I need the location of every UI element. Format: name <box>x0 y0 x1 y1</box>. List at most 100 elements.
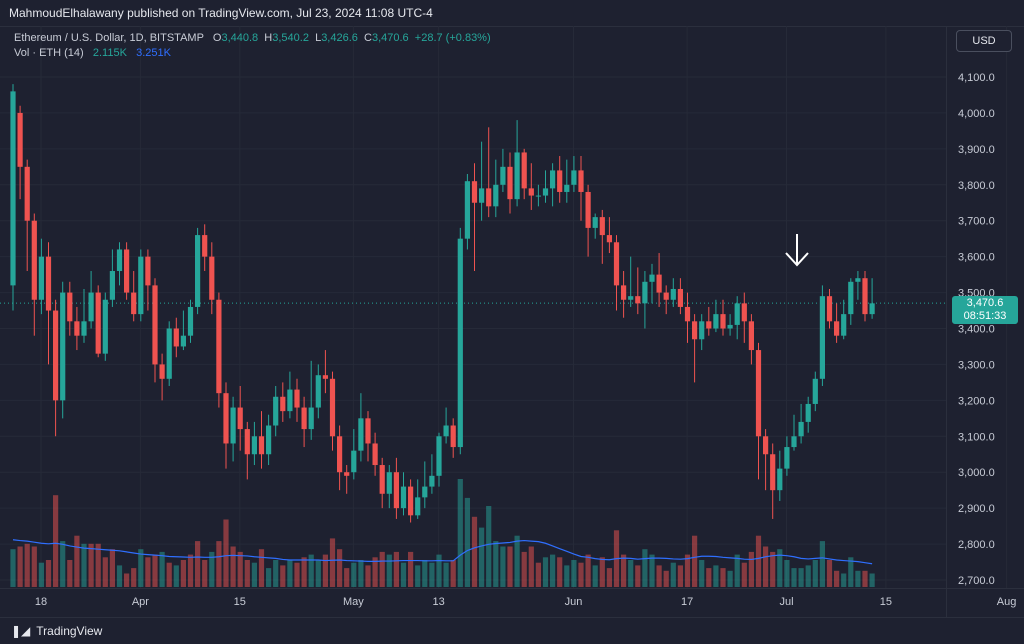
currency-button[interactable]: USD <box>956 30 1012 52</box>
volume-bar <box>258 549 265 587</box>
volume-bar <box>294 562 300 587</box>
candle <box>223 382 229 469</box>
volume-bar <box>372 557 378 587</box>
candle <box>53 299 59 437</box>
top-bar: MahmoudElhalawany published on TradingVi… <box>0 0 1024 27</box>
ohlc-row: Ethereum / U.S. Dollar, 1D, BITSTAMP O 3,… <box>14 31 491 46</box>
volume-bar <box>826 560 833 587</box>
volume-bar <box>699 560 705 587</box>
candle <box>592 213 598 239</box>
volume-bar <box>542 557 549 587</box>
candle <box>408 479 414 523</box>
open-label: O <box>212 32 222 44</box>
down-arrow-annotation[interactable] <box>785 234 809 267</box>
candle <box>656 253 662 307</box>
time-tick-label: 17 <box>681 596 693 608</box>
candle <box>322 350 328 394</box>
candle <box>429 454 435 494</box>
candle <box>613 235 620 311</box>
chart-area[interactable]: 4,100.0 4,000.0 3,900.0 3,800.0 3,700.0 3,600… <box>0 26 1024 617</box>
time-tick-label: 13 <box>432 596 444 608</box>
price-chart[interactable]: 4,100.0 4,000.0 3,900.0 3,800.0 3,700.0 3,600… <box>0 26 1024 617</box>
candle <box>10 84 16 311</box>
price-tick-label: 3,600.0 <box>958 252 995 264</box>
candle <box>791 414 797 451</box>
footer-bar: ❚◢ TradingView <box>0 617 1024 644</box>
candle <box>415 479 421 519</box>
candle <box>635 267 641 315</box>
candle <box>216 292 222 408</box>
volume-bar <box>379 551 385 587</box>
volume-bar <box>116 565 123 587</box>
candle <box>500 148 506 192</box>
chart-legend: Ethereum / U.S. Dollar, 1D, BITSTAMP O 3,… <box>14 31 491 61</box>
candle <box>677 278 683 315</box>
volume-bar <box>812 560 818 587</box>
volume-bar <box>209 551 215 587</box>
volume-bar <box>514 535 520 587</box>
brand-name: TradingView <box>36 624 103 638</box>
candle <box>244 421 250 480</box>
volume-bar <box>31 546 37 587</box>
candle <box>784 436 790 476</box>
volume-bar <box>500 546 506 587</box>
volume-bar <box>223 519 229 587</box>
candle <box>372 432 378 476</box>
low-value: 3,426.6 <box>321 32 358 44</box>
volume-bar <box>471 516 478 587</box>
candle <box>642 271 648 329</box>
price-tick-label: 2,900.0 <box>958 503 995 515</box>
volume-bar <box>862 570 868 587</box>
time-axis[interactable]: 18 Apr 15 May 13 Jun 17 Jul 15 Aug <box>35 596 1017 608</box>
volume-bar <box>166 562 172 587</box>
candle <box>400 472 407 516</box>
volume-bar <box>145 557 151 587</box>
volume-bar <box>329 538 336 587</box>
time-tick-label: Jul <box>779 596 793 608</box>
candle <box>173 317 179 358</box>
price-axis[interactable]: 4,100.0 4,000.0 3,900.0 3,800.0 3,700.0 3,600… <box>958 72 995 587</box>
volume-bar <box>763 546 769 587</box>
volume-bar <box>81 543 87 587</box>
price-tick-label: 3,200.0 <box>958 395 995 407</box>
volume-bar <box>557 557 563 587</box>
candle <box>798 403 804 444</box>
volume-bar <box>422 560 428 587</box>
volume-label[interactable]: Vol · ETH (14) <box>14 47 84 59</box>
candle <box>81 288 87 343</box>
volume-bar <box>486 506 492 587</box>
candle <box>329 371 336 451</box>
candle <box>557 156 563 203</box>
volume-bar <box>770 551 776 587</box>
candle <box>180 310 186 351</box>
volume-bar <box>415 565 421 587</box>
candle <box>258 411 265 469</box>
candle <box>670 278 676 307</box>
volume-bar <box>53 495 59 587</box>
candle <box>564 159 570 203</box>
candle <box>287 371 293 419</box>
candles <box>10 84 875 523</box>
volume-bar <box>436 554 442 587</box>
candle <box>507 152 513 214</box>
volume-bar <box>10 549 16 587</box>
volume-bar <box>187 554 194 587</box>
candle <box>138 249 144 322</box>
candle <box>116 242 123 286</box>
symbol-title[interactable]: Ethereum / U.S. Dollar, 1D, BITSTAMP <box>14 32 204 44</box>
candle <box>542 170 549 203</box>
candle <box>521 148 527 200</box>
candle <box>202 224 208 272</box>
tradingview-logo[interactable]: ❚◢ TradingView <box>11 624 102 638</box>
price-tick-label: 3,400.0 <box>958 324 995 336</box>
volume-bar <box>755 535 762 587</box>
volume-bar <box>550 554 556 587</box>
volume-bar <box>564 565 570 587</box>
candle <box>67 281 73 336</box>
candle <box>692 314 698 383</box>
volume-bar <box>358 560 364 587</box>
volume-value: 2.115K <box>92 47 127 59</box>
candle <box>152 278 158 383</box>
candle <box>351 429 357 480</box>
volume-bar <box>457 479 463 587</box>
